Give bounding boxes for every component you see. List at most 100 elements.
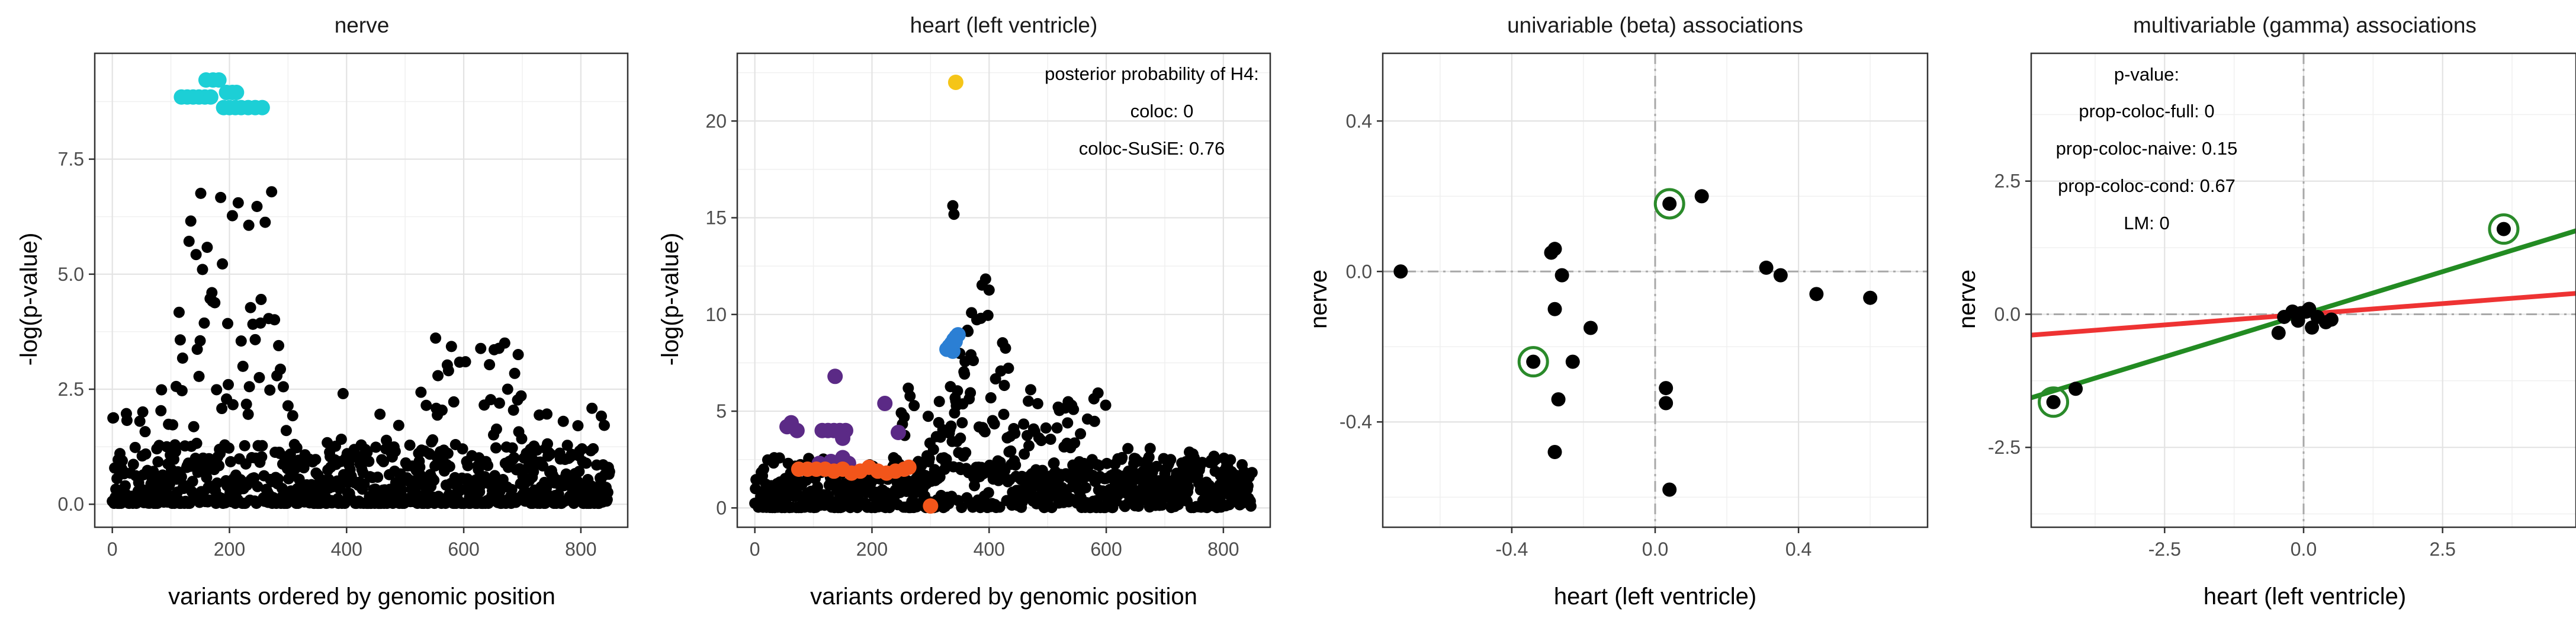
panel-title: multivariable (gamma) associations: [2133, 13, 2477, 37]
annotation-box: posterior probability of H4: coloc: 0 co…: [1045, 63, 1259, 159]
data-point: [508, 452, 520, 464]
y-tick-label: 20: [705, 110, 727, 132]
data-point: [835, 430, 851, 446]
data-point: [2324, 312, 2339, 327]
data-point: [273, 339, 285, 351]
data-point: [1246, 467, 1258, 479]
data-point: [139, 426, 151, 438]
points: [107, 72, 615, 509]
panel-heart-left-ventricle: heart (left ventricle) variants ordered …: [657, 13, 1271, 610]
y-tick-label: -0.4: [1340, 411, 1372, 432]
y-axis-label: -log(p-value): [657, 233, 683, 366]
data-point: [2291, 313, 2305, 328]
data-point: [310, 454, 322, 466]
y-tick-label: 5: [716, 400, 727, 422]
data-point: [1069, 437, 1081, 449]
data-point: [427, 434, 439, 446]
data-point: [901, 459, 917, 475]
highlight-ring: [1517, 346, 1549, 378]
plot-background: [737, 53, 1270, 527]
data-point: [224, 456, 236, 467]
data-point: [448, 396, 460, 408]
data-point: [442, 447, 454, 459]
data-point: [1583, 320, 1598, 335]
data-point: [475, 342, 487, 354]
x-tick-label: 0.0: [1642, 539, 1668, 560]
data-point: [877, 396, 893, 412]
y-tick-label: 0.0: [58, 493, 84, 515]
data-point: [490, 423, 502, 435]
data-point: [1023, 395, 1035, 407]
data-point: [176, 384, 188, 396]
data-point: [983, 284, 995, 296]
annotation-line: p-value:: [2114, 64, 2179, 85]
data-point: [127, 459, 139, 470]
y-tick-label: 2.5: [1994, 171, 2021, 192]
data-point: [493, 398, 505, 409]
data-point: [134, 415, 146, 427]
data-point: [253, 371, 265, 383]
axes: 0 200 400 600 800 0 5 10 15 20: [705, 110, 1239, 560]
data-point: [490, 442, 502, 454]
data-point: [1242, 480, 1254, 492]
data-point: [1659, 396, 1674, 411]
data-point: [948, 209, 960, 220]
data-point: [211, 384, 223, 396]
data-point: [516, 433, 528, 445]
axes: -2.5 0.0 2.5 -2.5 0.0 2.5: [1988, 171, 2456, 560]
data-point: [129, 441, 141, 453]
y-tick-label: 0: [716, 497, 727, 518]
data-point: [381, 434, 393, 446]
data-point: [908, 400, 920, 412]
data-point: [214, 447, 226, 459]
data-point: [502, 383, 513, 395]
data-point: [287, 410, 298, 422]
x-tick-label: 2.5: [2429, 539, 2455, 560]
data-point: [255, 317, 266, 329]
data-point: [968, 355, 979, 367]
data-point: [1809, 287, 1824, 302]
data-point: [389, 445, 401, 457]
data-point: [485, 394, 497, 406]
data-point: [445, 341, 457, 352]
y-tick-label: 10: [705, 304, 727, 325]
data-point: [363, 456, 375, 467]
data-point: [587, 443, 599, 455]
data-point: [1010, 459, 1022, 471]
data-point: [213, 460, 225, 472]
data-point: [1143, 451, 1155, 463]
y-axis-label: nerve: [1306, 270, 1332, 329]
data-point: [430, 332, 442, 344]
data-point: [811, 481, 823, 493]
data-point: [1144, 443, 1156, 454]
data-point: [1773, 268, 1788, 283]
data-point: [1075, 428, 1087, 440]
data-point: [266, 186, 278, 198]
data-point: [1080, 482, 1091, 493]
data-point: [1023, 440, 1035, 451]
data-point: [252, 480, 264, 492]
data-point: [206, 287, 218, 299]
data-point: [277, 381, 289, 393]
data-point: [191, 344, 203, 355]
data-point: [890, 425, 906, 440]
data-point: [1051, 422, 1063, 434]
data-point: [1565, 354, 1580, 369]
data-point: [428, 475, 440, 486]
data-point: [282, 400, 294, 412]
data-point: [1554, 268, 1569, 283]
data-point: [216, 403, 228, 415]
data-point: [960, 447, 972, 459]
x-tick-label: 0.4: [1785, 539, 1811, 560]
data-point: [229, 85, 245, 101]
panel-border: [736, 52, 1271, 528]
x-tick-label: 200: [214, 539, 245, 560]
data-point: [432, 370, 444, 382]
data-point: [595, 410, 607, 422]
panel-title: heart (left ventricle): [910, 13, 1098, 37]
data-point: [1156, 499, 1168, 511]
plot-area: 0 200 400 600 800 0 5 10 15 20: [705, 52, 1271, 560]
data-point: [239, 440, 250, 451]
